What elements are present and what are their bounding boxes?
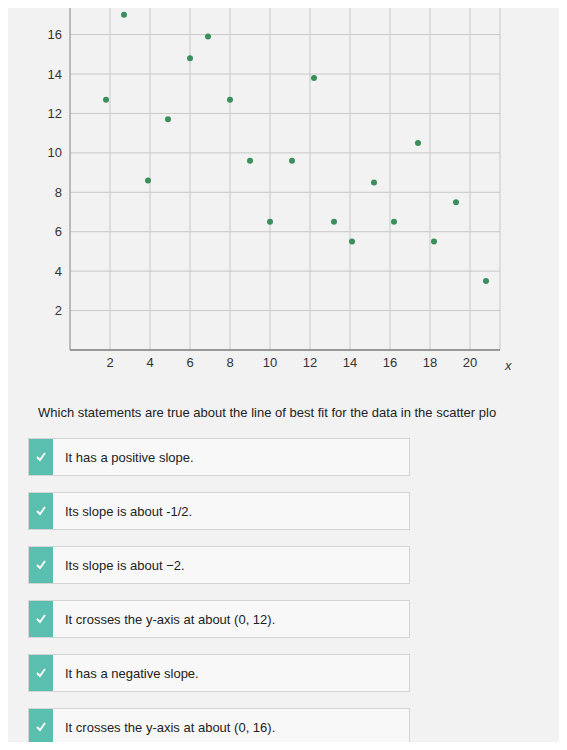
svg-text:8: 8 xyxy=(226,355,233,370)
svg-text:12: 12 xyxy=(303,355,317,370)
html-text:It has a negative slope.: It has a negative slope. xyxy=(65,665,199,681)
html-text:Its slope is about −2.: Its slope is about −2. xyxy=(65,557,185,573)
svg-text:4: 4 xyxy=(55,264,62,279)
svg-text:2: 2 xyxy=(106,355,113,370)
html-text:It crosses the y-axis at about: It crosses the y-axis at about (0, 12). xyxy=(65,611,276,627)
svg-text:18: 18 xyxy=(423,355,437,370)
svg-text:10: 10 xyxy=(263,355,277,370)
html-text:It has a positive slope.: It has a positive slope. xyxy=(65,449,194,465)
svg-text:12: 12 xyxy=(48,106,62,121)
svg-text:4: 4 xyxy=(146,355,153,370)
svg-text:8: 8 xyxy=(55,185,62,200)
svg-text:6: 6 xyxy=(55,224,62,239)
svg-text:14: 14 xyxy=(48,67,62,82)
svg-text:20: 20 xyxy=(463,355,477,370)
svg-text:10: 10 xyxy=(48,145,62,160)
svg-text:2: 2 xyxy=(55,303,62,318)
html-text:Its slope is about -1/2.: Its slope is about -1/2. xyxy=(65,503,193,519)
svg-text:6: 6 xyxy=(186,355,193,370)
svg-text:16: 16 xyxy=(48,27,62,42)
svg-text:14: 14 xyxy=(343,355,357,370)
svg-text:16: 16 xyxy=(383,355,397,370)
html-text:It crosses the y-axis at about: It crosses the y-axis at about (0, 16). xyxy=(65,719,276,735)
svg-text:x: x xyxy=(504,358,512,373)
html-text:Which statements are true abou: Which statements are true about the line… xyxy=(38,405,497,420)
